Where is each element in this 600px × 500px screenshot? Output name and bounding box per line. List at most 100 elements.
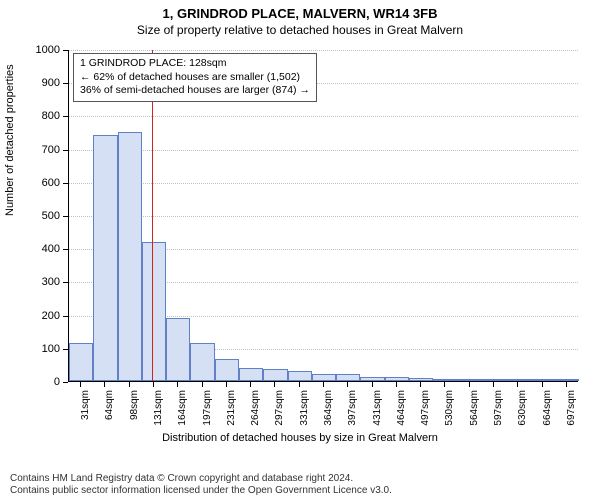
histogram-bar xyxy=(409,378,433,381)
info-box-line: 1 GRINDROD PLACE: 128sqm xyxy=(80,57,310,71)
x-tick-label: 564sqm xyxy=(469,390,480,450)
histogram-bar xyxy=(263,369,287,381)
histogram-bar xyxy=(142,242,166,381)
x-tick-mark xyxy=(493,382,494,387)
y-tick-label: 700 xyxy=(0,144,60,156)
histogram-bar xyxy=(190,343,214,381)
histogram-bar xyxy=(482,379,506,381)
plot-area: 1 GRINDROD PLACE: 128sqm← 62% of detache… xyxy=(68,50,578,382)
x-tick-mark xyxy=(299,382,300,387)
x-tick-label: 530sqm xyxy=(444,390,455,450)
y-tick-mark xyxy=(63,50,68,51)
chart-sub-title: Size of property relative to detached ho… xyxy=(0,21,600,37)
y-tick-label: 200 xyxy=(0,310,60,322)
x-tick-label: 397sqm xyxy=(347,390,358,450)
histogram-bar xyxy=(312,374,336,381)
y-tick-label: 300 xyxy=(0,276,60,288)
y-tick-label: 100 xyxy=(0,343,60,355)
x-tick-label: 64sqm xyxy=(104,390,115,450)
histogram-bar xyxy=(118,132,142,381)
x-tick-label: 197sqm xyxy=(202,390,213,450)
y-tick-mark xyxy=(63,150,68,151)
chart-main-title: 1, GRINDROD PLACE, MALVERN, WR14 3FB xyxy=(0,0,600,21)
y-tick-mark xyxy=(63,316,68,317)
histogram-bar xyxy=(506,379,530,381)
x-tick-label: 98sqm xyxy=(129,390,140,450)
y-tick-label: 1000 xyxy=(0,44,60,56)
x-tick-mark xyxy=(347,382,348,387)
x-tick-mark xyxy=(202,382,203,387)
histogram-bar xyxy=(555,379,579,381)
y-tick-mark xyxy=(63,116,68,117)
y-tick-label: 600 xyxy=(0,177,60,189)
x-tick-mark xyxy=(420,382,421,387)
x-tick-label: 31sqm xyxy=(80,390,91,450)
y-tick-label: 900 xyxy=(0,77,60,89)
y-tick-mark xyxy=(63,282,68,283)
y-tick-label: 0 xyxy=(0,376,60,388)
grid-line xyxy=(69,216,578,217)
histogram-bar xyxy=(288,371,312,381)
footer-line-1: Contains HM Land Registry data © Crown c… xyxy=(10,473,590,485)
x-tick-label: 297sqm xyxy=(274,390,285,450)
y-tick-mark xyxy=(63,349,68,350)
x-tick-label: 231sqm xyxy=(226,390,237,450)
x-tick-label: 164sqm xyxy=(177,390,188,450)
histogram-bar xyxy=(69,343,93,381)
y-tick-mark xyxy=(63,216,68,217)
x-tick-label: 264sqm xyxy=(250,390,261,450)
x-tick-mark xyxy=(566,382,567,387)
x-tick-mark xyxy=(177,382,178,387)
x-tick-mark xyxy=(129,382,130,387)
histogram-bar xyxy=(215,359,239,381)
y-tick-label: 500 xyxy=(0,210,60,222)
info-box-line: 36% of semi-detached houses are larger (… xyxy=(80,84,310,98)
x-tick-mark xyxy=(80,382,81,387)
histogram-bar xyxy=(239,368,263,381)
histogram-bar xyxy=(360,377,384,381)
x-tick-label: 597sqm xyxy=(493,390,504,450)
x-tick-mark xyxy=(396,382,397,387)
x-tick-mark xyxy=(372,382,373,387)
x-tick-label: 131sqm xyxy=(153,390,164,450)
x-tick-mark xyxy=(104,382,105,387)
histogram-bar xyxy=(385,377,409,381)
info-box: 1 GRINDROD PLACE: 128sqm← 62% of detache… xyxy=(73,53,317,102)
histogram-bar xyxy=(530,379,554,381)
y-tick-label: 400 xyxy=(0,243,60,255)
grid-line xyxy=(69,183,578,184)
x-tick-label: 464sqm xyxy=(396,390,407,450)
x-tick-mark xyxy=(469,382,470,387)
grid-line xyxy=(69,50,578,51)
y-tick-mark xyxy=(63,183,68,184)
x-tick-mark xyxy=(274,382,275,387)
x-tick-label: 630sqm xyxy=(517,390,528,450)
footer-line-2: Contains public sector information licen… xyxy=(10,485,590,497)
x-tick-label: 331sqm xyxy=(299,390,310,450)
histogram-bar xyxy=(433,379,457,381)
x-tick-mark xyxy=(323,382,324,387)
x-tick-label: 431sqm xyxy=(372,390,383,450)
x-tick-mark xyxy=(250,382,251,387)
histogram-bar xyxy=(166,318,190,381)
footer-attribution: Contains HM Land Registry data © Crown c… xyxy=(10,473,590,497)
y-tick-mark xyxy=(63,382,68,383)
x-tick-label: 697sqm xyxy=(566,390,577,450)
x-tick-label: 664sqm xyxy=(542,390,553,450)
grid-line xyxy=(69,116,578,117)
histogram-bar xyxy=(458,379,482,381)
y-tick-label: 800 xyxy=(0,110,60,122)
y-tick-mark xyxy=(63,249,68,250)
info-box-line: ← 62% of detached houses are smaller (1,… xyxy=(80,71,310,85)
x-tick-mark xyxy=(444,382,445,387)
y-tick-mark xyxy=(63,83,68,84)
x-tick-label: 497sqm xyxy=(420,390,431,450)
chart-container: Number of detached properties 1 GRINDROD… xyxy=(0,40,600,440)
x-tick-mark xyxy=(153,382,154,387)
x-tick-mark xyxy=(226,382,227,387)
x-tick-mark xyxy=(542,382,543,387)
x-tick-label: 364sqm xyxy=(323,390,334,450)
grid-line xyxy=(69,150,578,151)
x-tick-mark xyxy=(517,382,518,387)
histogram-bar xyxy=(336,374,360,381)
